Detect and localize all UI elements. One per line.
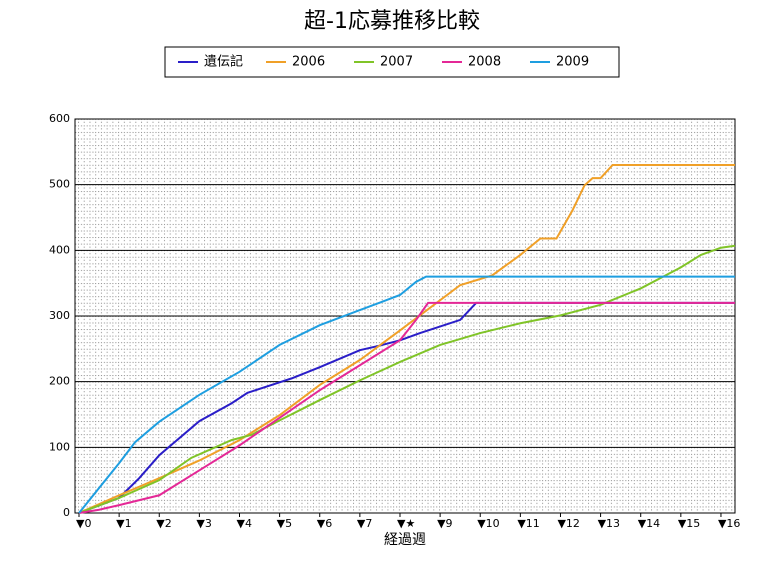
series-line [78,301,735,514]
x-tick-label: ▼5 [277,517,292,530]
x-tick-label: ▼6 [317,517,332,530]
x-tick-label: ▼2 [156,517,171,530]
series-line [78,275,735,514]
x-tick-label: ▼3 [196,517,211,530]
y-tick-label: 600 [49,112,70,125]
x-tick-label: ▼10 [477,517,499,530]
x-tick-label: ▼13 [598,517,620,530]
plot-border [74,118,736,514]
x-tick-label: ▼15 [678,517,700,530]
legend-text: 遺伝記 [204,54,243,70]
x-tick-label: ▼1 [116,517,131,530]
x-axis-label: 経過週 [384,532,426,548]
y-tick-label: 400 [49,243,70,256]
legend-text: 2006 [292,55,325,70]
y-tick-label: 500 [49,178,70,191]
y-tick-label: 300 [49,309,70,322]
x-tick-label: ▼★ [397,517,415,530]
x-tick-label: ▼7 [357,517,372,530]
x-tick-label: ▼9 [437,517,452,530]
legend-text: 2008 [468,55,501,70]
x-tick-label: ▼14 [638,517,660,530]
x-tick-label: ▼4 [236,517,251,530]
series-line [78,301,735,514]
legend-text: 2009 [556,55,589,70]
y-tick-label: 100 [49,440,70,453]
series-line [78,244,736,514]
x-tick-label: ▼0 [76,517,91,530]
chart-title: 超-1応募推移比較 [304,9,480,34]
y-tick-label: 200 [49,375,70,388]
y-tick-label: 0 [63,506,70,519]
legend-text: 2007 [380,55,413,70]
series-line [78,163,735,514]
x-tick-label: ▼11 [517,517,539,530]
x-tick-label: ▼12 [557,517,579,530]
x-tick-label: ▼16 [718,517,740,530]
